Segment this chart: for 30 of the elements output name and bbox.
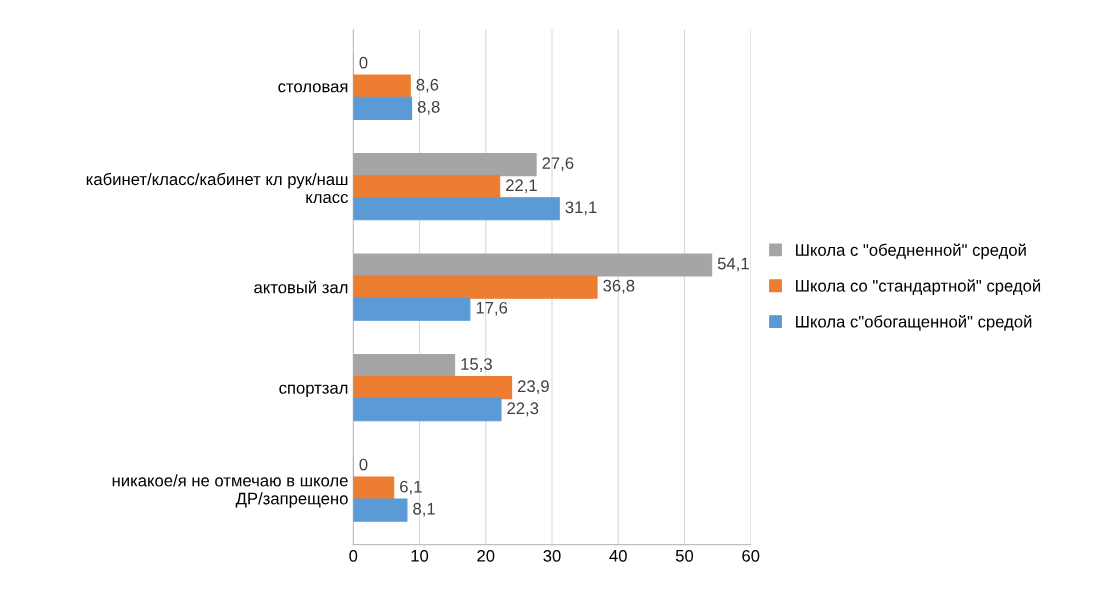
data-label: 23,9 bbox=[517, 380, 549, 395]
data-label: 22,1 bbox=[506, 179, 537, 194]
y-tick-label: никакое/я не отмечаю в школе ДР/запрещено bbox=[112, 474, 348, 508]
data-label: 0 bbox=[359, 458, 368, 471]
data-label: 6,1 bbox=[400, 480, 422, 495]
x-tick-label: 60 bbox=[742, 549, 760, 562]
data-label: 15,3 bbox=[461, 358, 492, 372]
y-tick-label: кабинет/класс/кабинет кл рук/наш класс bbox=[86, 172, 348, 204]
data-label: 0 bbox=[359, 56, 368, 69]
data-label: 22,3 bbox=[507, 402, 539, 417]
data-label: 8,6 bbox=[416, 78, 439, 93]
data-label: 31,1 bbox=[565, 201, 597, 216]
legend-label: Школа с "обедненной" средой bbox=[796, 243, 1026, 260]
x-tick-label: 10 bbox=[411, 549, 429, 562]
x-tick-label: 20 bbox=[477, 549, 495, 562]
x-tick-label: 50 bbox=[675, 549, 694, 562]
y-tick-label: спортзал bbox=[279, 384, 348, 398]
data-label: 8,1 bbox=[413, 502, 435, 517]
y-tick-label: столовая bbox=[278, 83, 348, 93]
data-label: 54,1 bbox=[717, 257, 749, 272]
legend-label: Школа со "стандартной" средой bbox=[796, 279, 1041, 296]
data-label: 27,6 bbox=[542, 157, 574, 171]
x-tick-label: 0 bbox=[349, 549, 358, 562]
y-tick-label: актовый зал bbox=[254, 280, 348, 294]
data-label: 36,8 bbox=[603, 279, 635, 294]
x-tick-label: 40 bbox=[609, 549, 627, 562]
data-label: 17,6 bbox=[476, 301, 508, 316]
x-tick-label: 30 bbox=[543, 549, 561, 562]
data-label: 8,8 bbox=[417, 100, 440, 115]
legend-label: Школа с"обогащенной" средой bbox=[796, 315, 1032, 331]
